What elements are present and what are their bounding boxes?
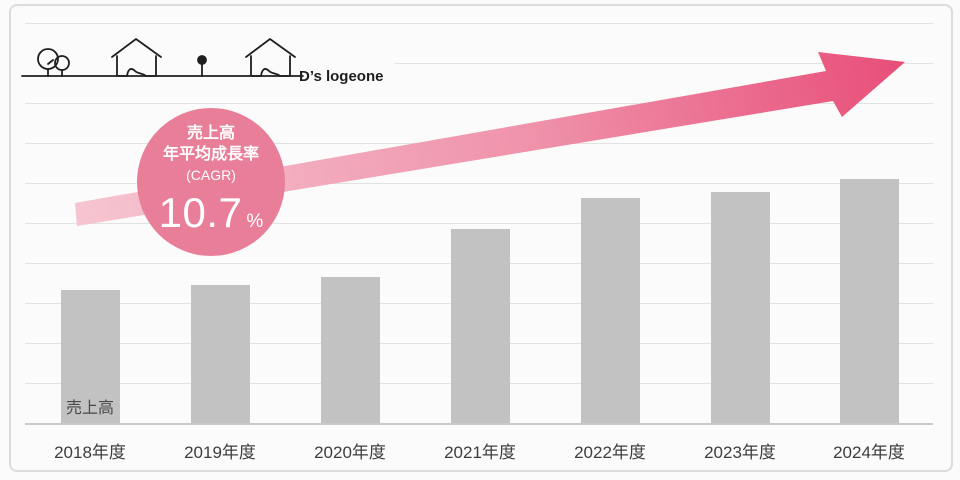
badge-title-line2: 年平均成長率 [162, 145, 259, 163]
x-axis-label: 2024年度 [833, 443, 905, 462]
x-axis-label: 2022年度 [574, 443, 646, 462]
x-axis-label: 2021年度 [444, 443, 516, 462]
x-axis-label: 2018年度 [54, 443, 126, 462]
bar-2023年度 [710, 192, 770, 423]
tree-icon [37, 48, 70, 77]
x-axis-line [25, 423, 933, 425]
badge-title-line1: 売上高 [186, 124, 235, 142]
badge-cagr-unit: % [246, 210, 264, 232]
cagr-badge: 売上高 年平均成長率 (CAGR) 10.7 % [137, 108, 285, 256]
x-axis-label: 2019年度 [184, 443, 256, 462]
bar-2019年度 [190, 285, 250, 423]
series-label: 売上高 [66, 400, 115, 417]
bar-2018年度 [60, 290, 120, 423]
logo-text: D’s logeone [299, 68, 383, 85]
badge-cagr-label: (CAGR) [186, 167, 236, 184]
x-axis-label: 2023年度 [704, 443, 776, 462]
x-axis-label: 2020年度 [314, 443, 386, 462]
gridline [25, 23, 933, 24]
bar-2021年度 [450, 229, 510, 423]
badge-cagr-value: 10.7 [158, 188, 243, 236]
bar-2020年度 [320, 277, 380, 423]
bar-2022年度 [580, 198, 640, 423]
logo-illustration: D’s logeone [15, 38, 395, 85]
badge-value-row: 10.7 % [159, 186, 264, 241]
